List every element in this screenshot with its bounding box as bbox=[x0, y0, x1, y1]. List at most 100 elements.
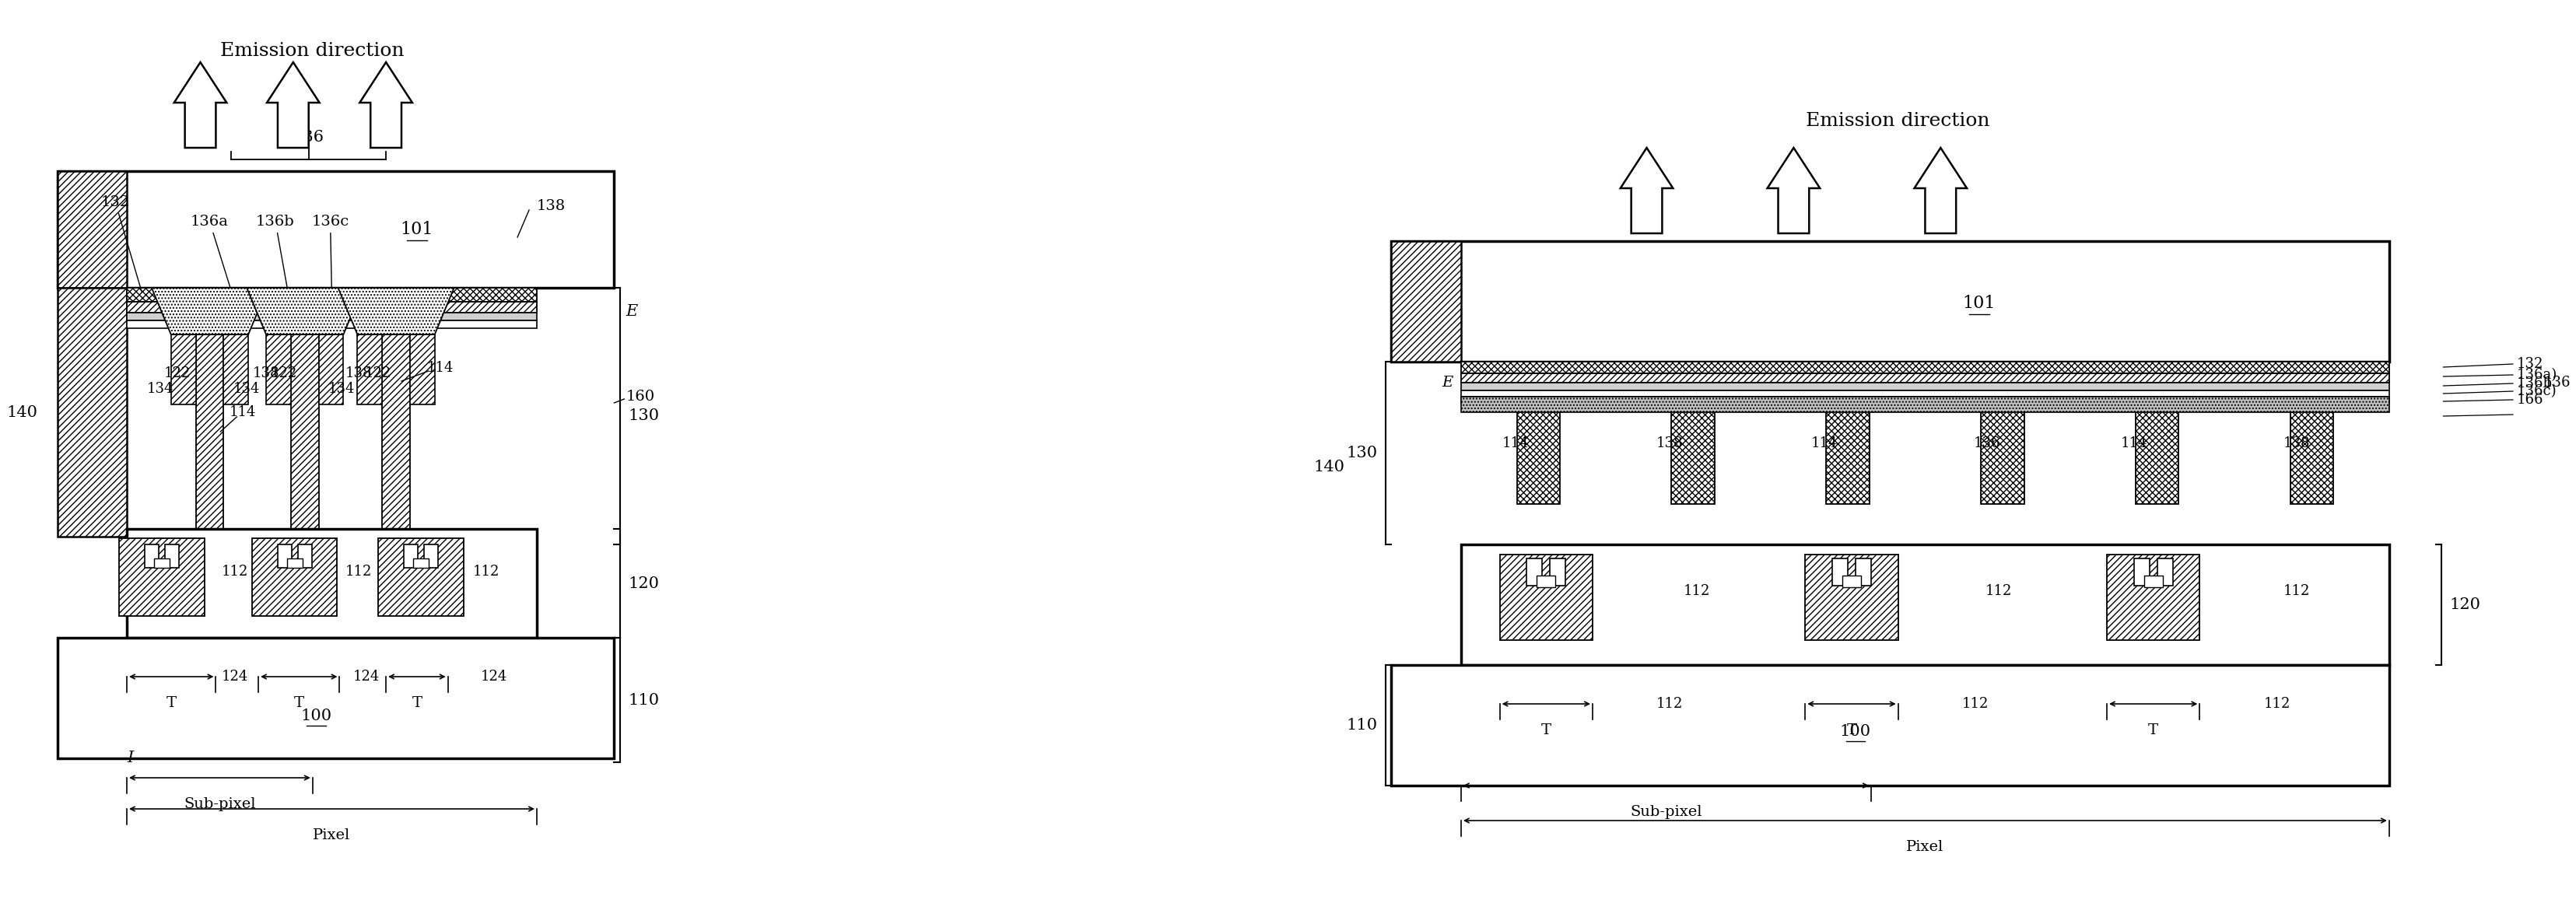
Bar bbox=[265, 335, 291, 404]
Text: Emission direction: Emission direction bbox=[1806, 112, 1991, 129]
Text: Pixel: Pixel bbox=[1906, 840, 1945, 854]
Bar bbox=[1461, 373, 2388, 383]
Text: 136: 136 bbox=[294, 130, 325, 145]
Text: T: T bbox=[167, 696, 178, 710]
Bar bbox=[425, 544, 438, 568]
Text: 136b: 136b bbox=[255, 215, 294, 298]
Bar bbox=[224, 335, 247, 404]
Text: 138: 138 bbox=[536, 199, 567, 213]
Text: T: T bbox=[294, 696, 304, 710]
Bar bbox=[57, 171, 126, 288]
Bar bbox=[381, 335, 410, 529]
Text: 114: 114 bbox=[1502, 436, 1528, 450]
Text: 138: 138 bbox=[345, 367, 374, 380]
Bar bbox=[404, 544, 417, 568]
Bar bbox=[278, 544, 291, 568]
Text: 124: 124 bbox=[222, 670, 247, 683]
Text: 140: 140 bbox=[8, 405, 39, 420]
Bar bbox=[126, 320, 536, 329]
Text: 160: 160 bbox=[626, 389, 654, 404]
Bar bbox=[1842, 575, 1860, 587]
Polygon shape bbox=[361, 62, 412, 147]
Polygon shape bbox=[1620, 147, 1672, 233]
Text: Pixel: Pixel bbox=[314, 828, 350, 843]
Bar bbox=[1499, 554, 1592, 640]
Text: 112: 112 bbox=[2264, 697, 2290, 711]
Text: 110: 110 bbox=[1347, 718, 1378, 733]
Text: 114: 114 bbox=[428, 361, 453, 375]
Bar bbox=[170, 335, 196, 404]
Bar bbox=[126, 288, 536, 302]
Bar bbox=[57, 171, 613, 288]
Text: 112: 112 bbox=[1963, 697, 1989, 711]
Text: 124: 124 bbox=[353, 670, 381, 683]
Bar bbox=[2290, 403, 2334, 504]
Bar bbox=[1517, 403, 1561, 504]
Bar bbox=[286, 559, 301, 568]
Bar bbox=[1551, 559, 1566, 586]
Text: 136c): 136c) bbox=[2517, 384, 2558, 399]
Text: 101: 101 bbox=[399, 221, 433, 238]
Bar bbox=[1528, 559, 1543, 586]
Text: Sub-pixel: Sub-pixel bbox=[183, 797, 255, 811]
Text: I: I bbox=[126, 751, 134, 765]
Bar bbox=[126, 302, 536, 313]
Text: Emission direction: Emission direction bbox=[222, 42, 404, 59]
Text: E: E bbox=[626, 304, 639, 318]
Polygon shape bbox=[247, 288, 363, 335]
Bar bbox=[1826, 403, 1870, 504]
Text: 136a): 136a) bbox=[2517, 368, 2558, 382]
Text: 122: 122 bbox=[270, 367, 296, 380]
Bar bbox=[126, 529, 536, 638]
Text: T: T bbox=[1540, 723, 1551, 737]
Bar bbox=[1461, 544, 2388, 665]
Text: 124: 124 bbox=[482, 670, 507, 683]
Bar bbox=[1981, 403, 2025, 504]
Polygon shape bbox=[268, 62, 319, 147]
Text: 166: 166 bbox=[2517, 393, 2543, 407]
Text: 112: 112 bbox=[2282, 584, 2311, 598]
Bar bbox=[57, 288, 126, 537]
Bar bbox=[1461, 361, 2388, 373]
Text: 112: 112 bbox=[474, 565, 500, 579]
Bar bbox=[118, 538, 204, 616]
Bar bbox=[196, 335, 224, 529]
Polygon shape bbox=[1767, 147, 1819, 233]
Bar bbox=[379, 538, 464, 616]
Text: 100: 100 bbox=[1839, 723, 1870, 739]
Text: 110: 110 bbox=[629, 693, 659, 707]
Text: 114: 114 bbox=[1811, 436, 1837, 450]
Polygon shape bbox=[337, 288, 453, 335]
Bar bbox=[2143, 575, 2164, 587]
Text: 100: 100 bbox=[301, 708, 332, 723]
Text: 112: 112 bbox=[222, 565, 247, 579]
Text: 136c: 136c bbox=[312, 215, 350, 296]
Text: 140: 140 bbox=[1314, 460, 1345, 474]
Text: T: T bbox=[2148, 723, 2159, 737]
Text: 112: 112 bbox=[1656, 697, 1682, 711]
Bar bbox=[1461, 390, 2388, 397]
Bar bbox=[2136, 403, 2179, 504]
Text: 130: 130 bbox=[1347, 446, 1378, 460]
Text: 138: 138 bbox=[1656, 436, 1682, 450]
Bar bbox=[2156, 559, 2172, 586]
Polygon shape bbox=[175, 62, 227, 147]
Bar bbox=[1391, 241, 2388, 361]
Bar bbox=[165, 544, 178, 568]
Text: E: E bbox=[1443, 376, 1453, 389]
Bar bbox=[126, 313, 536, 320]
Text: T: T bbox=[1847, 723, 1857, 737]
Bar bbox=[57, 638, 613, 758]
Text: 132: 132 bbox=[2517, 357, 2543, 371]
Text: 122: 122 bbox=[366, 367, 392, 380]
Bar bbox=[1855, 559, 1870, 586]
Text: 120: 120 bbox=[2450, 597, 2481, 612]
Bar bbox=[1461, 383, 2388, 390]
Text: 112: 112 bbox=[345, 565, 374, 579]
Text: 114: 114 bbox=[229, 405, 255, 420]
Bar bbox=[1538, 575, 1556, 587]
Bar bbox=[2133, 559, 2148, 586]
Bar bbox=[412, 559, 428, 568]
Bar bbox=[410, 335, 435, 404]
Bar bbox=[1391, 241, 1461, 361]
